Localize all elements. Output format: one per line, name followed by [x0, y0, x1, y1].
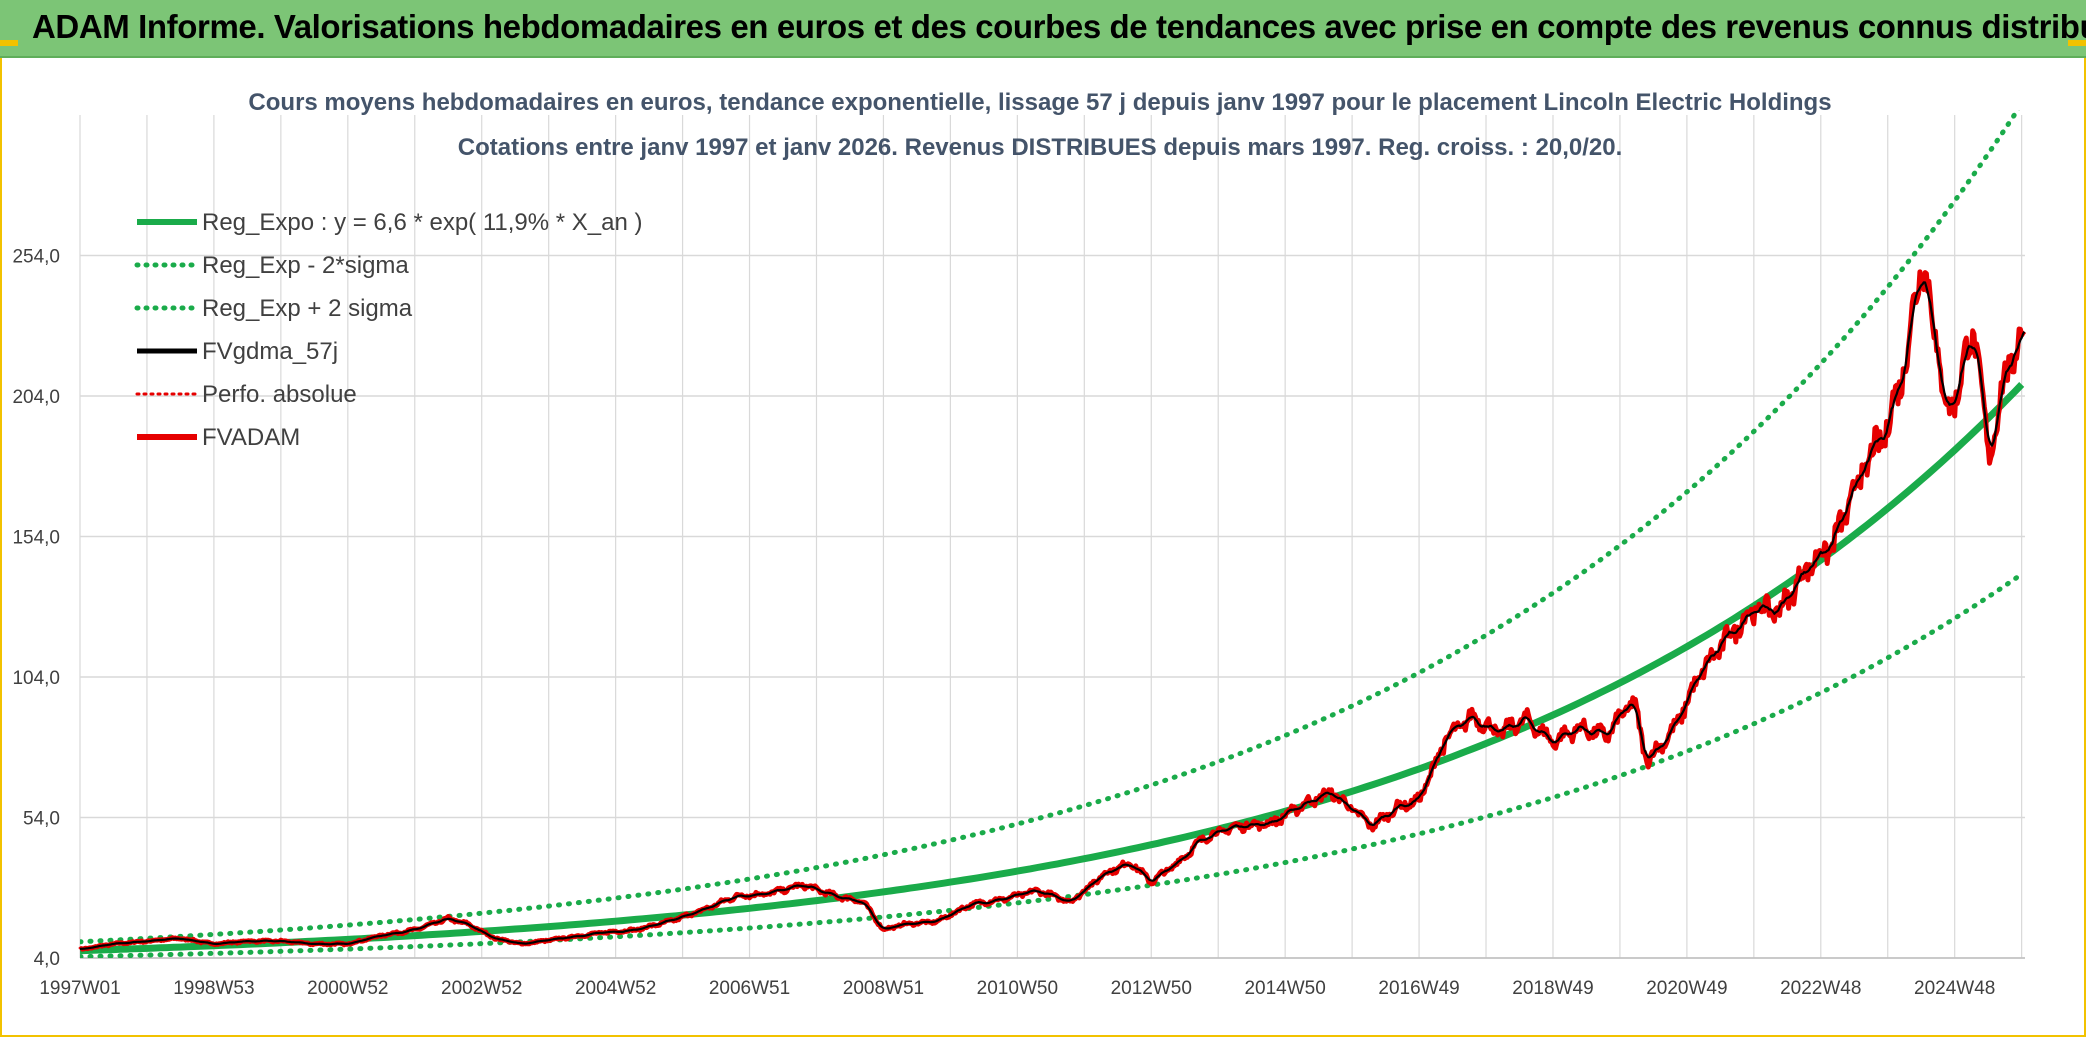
x-tick-label: 2024W48	[1914, 978, 1995, 999]
chart-subtitle: Cotations entre janv 1997 et janv 2026. …	[458, 134, 1623, 161]
fvadam-line	[78, 269, 2027, 952]
reg-exp-minus-2sigma-line	[80, 571, 2025, 958]
x-tick-label: 2010W50	[977, 978, 1058, 999]
reg-expo-line	[80, 381, 2025, 955]
y-tick-label: 254,0	[12, 247, 60, 268]
x-tick-label: 1998W53	[173, 978, 254, 999]
reg-exp-plus-2sigma-line	[80, 110, 2021, 945]
legend-label-reg: Reg_Expo : y = 6,6 * exp( 11,9% * X_an )	[202, 209, 642, 236]
x-tick-label: 2002W52	[441, 978, 522, 999]
y-tick-label: 204,0	[12, 387, 60, 408]
frame-corner-right	[2068, 40, 2086, 46]
series-layer	[78, 110, 2027, 958]
x-tick-label: 2018W49	[1512, 978, 1593, 999]
x-tick-label: 2008W51	[843, 978, 924, 999]
x-tick-label: 1997W01	[39, 978, 120, 999]
fvgdma-57j-line	[79, 281, 2026, 950]
report-title: ADAM Informe. Valorisations hebdomadaire…	[32, 8, 2086, 45]
y-tick-label: 154,0	[12, 528, 60, 549]
legend-label-perfo: Perfo. absolue	[202, 381, 357, 408]
report-banner: ADAM Informe. Valorisations hebdomadaire…	[0, 0, 2086, 58]
legend-label-gdma: FVgdma_57j	[202, 338, 338, 365]
legend-label-fvadam: FVADAM	[202, 424, 300, 451]
chart-frame	[0, 58, 2086, 1037]
y-tick-label: 4,0	[34, 949, 60, 970]
chart-legend: Reg_Expo : y = 6,6 * exp( 11,9% * X_an )…	[134, 209, 642, 451]
x-tick-label: 2006W51	[709, 978, 790, 999]
grid-layer	[79, 115, 2025, 959]
y-tick-label: 54,0	[23, 809, 60, 830]
x-tick-label: 2020W49	[1646, 978, 1727, 999]
frame-corner-left	[0, 40, 18, 46]
x-tick-label: 2014W50	[1244, 978, 1325, 999]
y-tick-label: 104,0	[12, 668, 60, 689]
x-tick-label: 2004W52	[575, 978, 656, 999]
x-tick-label: 2016W49	[1378, 978, 1459, 999]
legend-label-reg_high: Reg_Exp + 2 sigma	[202, 295, 413, 322]
axis-layer: 4,0 54,0 104,0 154,0 204,0 254,0 1997W01 1998W5…	[12, 247, 2025, 999]
x-tick-label: 2012W50	[1111, 978, 1192, 999]
x-tick-label: 2000W52	[307, 978, 388, 999]
legend-label-reg_low: Reg_Exp - 2*sigma	[202, 252, 409, 279]
chart-title: Cours moyens hebdomadaires en euros, ten…	[248, 89, 1831, 116]
x-tick-label: 2022W48	[1780, 978, 1861, 999]
